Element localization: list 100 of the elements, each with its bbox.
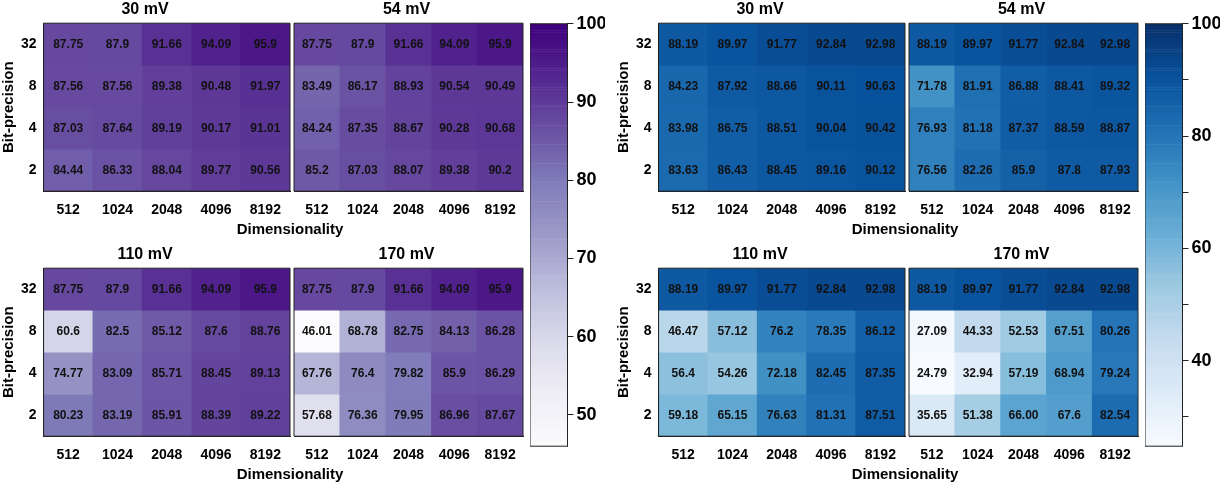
x-tick-label: 8192	[1099, 446, 1131, 463]
data-label: 86.17	[347, 78, 379, 93]
y-tick-label: 8	[643, 77, 652, 94]
data-label: 56.4	[671, 365, 696, 380]
data-label: 91.77	[766, 281, 798, 296]
data-label: 88.19	[668, 281, 699, 296]
color-bar-label: 90	[576, 91, 597, 112]
x-tick-label: 1024	[716, 201, 749, 218]
data-label: 57.68	[301, 407, 333, 422]
data-label: 87.37	[1008, 120, 1039, 135]
x-tick-label: 4096	[815, 201, 847, 218]
data-label: 79.82	[393, 365, 424, 380]
x-tick-label: 512	[671, 201, 696, 218]
x-tick-label: 512	[920, 201, 944, 218]
data-label: 89.32	[1100, 78, 1131, 93]
data-label: 90.17	[201, 120, 232, 135]
data-label: 46.47	[668, 323, 699, 338]
data-label: 88.41	[1054, 78, 1085, 93]
data-label: 90.68	[485, 120, 516, 135]
data-label: 57.19	[1008, 365, 1039, 380]
y-axis-title: Bit-precision	[614, 61, 632, 154]
x-tick-label: 1024	[101, 201, 134, 218]
data-label: 94.09	[201, 281, 232, 296]
data-label: 90.54	[439, 78, 470, 93]
data-label: 91.66	[393, 36, 424, 51]
data-label: 88.76	[250, 323, 281, 338]
data-label: 87.9	[351, 281, 375, 296]
data-label: 90.48	[201, 78, 232, 93]
y-tick-label: 32	[635, 280, 652, 297]
data-label: 92.84	[816, 36, 847, 51]
data-label: 95.9	[488, 36, 513, 51]
data-label: 66.00	[1008, 407, 1039, 422]
y-tick-label: 4	[643, 364, 652, 381]
data-label: 91.66	[151, 281, 183, 296]
data-label: 87.8	[1057, 162, 1082, 177]
data-label: 51.38	[962, 407, 994, 422]
data-label: 86.12	[865, 323, 896, 338]
data-label: 35.65	[916, 407, 948, 422]
chart-title: 170 mV	[993, 245, 1050, 263]
data-label: 87.93	[1100, 162, 1131, 177]
data-label: 87.92	[717, 78, 748, 93]
data-label: 83.09	[102, 365, 133, 380]
x-tick-label: 2048	[392, 446, 425, 463]
data-label: 86.88	[1008, 78, 1039, 93]
data-label: 92.98	[1100, 36, 1131, 51]
data-label: 90.28	[439, 120, 470, 135]
data-label: 67.51	[1054, 323, 1085, 338]
data-label: 91.77	[1008, 36, 1039, 51]
data-label: 54.26	[717, 365, 748, 380]
y-tick-label: 32	[20, 280, 37, 297]
x-tick-label: 4096	[1053, 446, 1086, 463]
data-label: 81.18	[962, 120, 994, 135]
color-bar-label: 100	[1191, 12, 1222, 33]
data-label: 87.75	[53, 36, 84, 51]
color-bar-label: 40	[1191, 349, 1212, 370]
color-bar-label: 70	[576, 247, 597, 268]
data-label: 76.4	[351, 365, 375, 380]
data-label: 87.03	[53, 120, 84, 135]
chart-title: 54 mV	[382, 0, 431, 18]
data-label: 81.91	[962, 78, 994, 93]
x-tick-label: 2048	[766, 446, 798, 463]
data-label: 85.2	[305, 162, 329, 177]
y-tick-label: 32	[635, 35, 652, 52]
data-label: 88.45	[766, 162, 798, 177]
y-tick-label: 2	[643, 161, 652, 178]
data-label: 60.6	[56, 323, 81, 338]
data-label: 59.18	[668, 407, 699, 422]
data-label: 87.35	[865, 365, 896, 380]
data-label: 88.19	[668, 36, 699, 51]
chart-title: 30 mV	[736, 0, 784, 18]
data-label: 79.95	[393, 407, 424, 422]
chart-title: 110 mV	[117, 245, 173, 263]
x-tick-label: 1024	[962, 201, 994, 218]
data-label: 90.63	[865, 78, 896, 93]
data-label: 84.23	[668, 78, 699, 93]
data-label: 88.51	[766, 120, 798, 135]
data-label: 90.42	[865, 120, 896, 135]
data-label: 89.38	[439, 162, 470, 177]
x-tick-label: 2048	[392, 201, 425, 218]
data-label: 88.19	[916, 36, 948, 51]
chart-title: 54 mV	[997, 0, 1046, 18]
x-axis-title: Dimensionality	[850, 220, 960, 237]
data-label: 78.35	[816, 323, 847, 338]
chart-title: 170 mV	[378, 245, 435, 263]
data-label: 90.11	[816, 78, 847, 93]
data-label: 95.9	[488, 281, 513, 296]
data-label: 87.03	[347, 162, 379, 177]
data-label: 91.77	[1008, 281, 1039, 296]
data-label: 88.87	[1100, 120, 1131, 135]
data-label: 88.19	[916, 281, 948, 296]
data-label: 90.56	[250, 162, 281, 177]
data-label: 88.04	[151, 162, 183, 177]
data-label: 76.63	[766, 407, 798, 422]
data-label: 85.71	[151, 365, 183, 380]
data-label: 82.54	[1100, 407, 1131, 422]
color-bar-label: 60	[576, 325, 597, 346]
x-tick-label: 8192	[484, 446, 516, 463]
x-tick-label: 512	[305, 446, 329, 463]
data-label: 67.6	[1057, 407, 1082, 422]
color-bar-label: 100	[576, 12, 607, 33]
